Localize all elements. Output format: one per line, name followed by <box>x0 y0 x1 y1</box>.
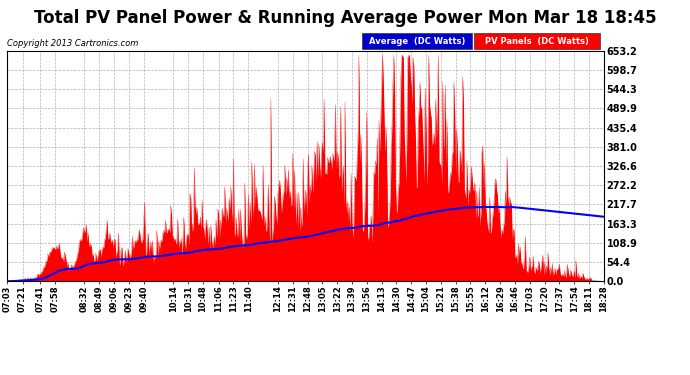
FancyBboxPatch shape <box>362 33 473 50</box>
FancyBboxPatch shape <box>474 33 600 50</box>
Text: Total PV Panel Power & Running Average Power Mon Mar 18 18:45: Total PV Panel Power & Running Average P… <box>34 9 656 27</box>
Text: Average  (DC Watts): Average (DC Watts) <box>369 37 466 46</box>
Text: PV Panels  (DC Watts): PV Panels (DC Watts) <box>485 37 589 46</box>
Text: Copyright 2013 Cartronics.com: Copyright 2013 Cartronics.com <box>7 39 138 48</box>
